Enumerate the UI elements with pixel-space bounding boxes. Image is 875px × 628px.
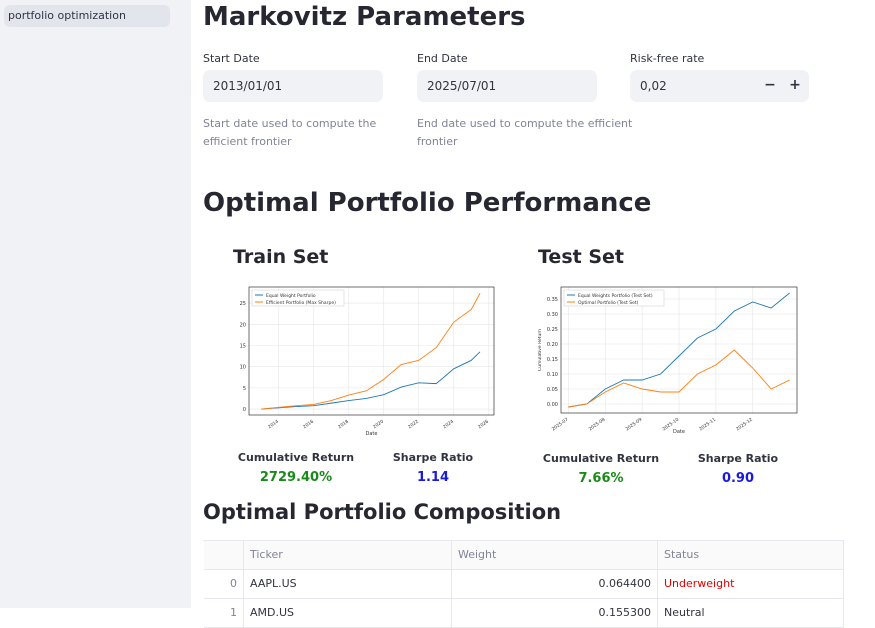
x-tick-label: 2025-08 bbox=[588, 417, 607, 433]
plot-frame bbox=[248, 286, 495, 416]
composition-title: Optimal Portfolio Composition bbox=[203, 500, 562, 524]
x-tick-label: 2025-09 bbox=[624, 417, 643, 433]
train-chart: 0 5 10 15 20 25 2014 2016 2018 2020 2022 2024 2026 Da… bbox=[232, 284, 500, 436]
start-date-help-line2: efficient frontier bbox=[203, 135, 292, 148]
legend-entry: Equal Weight Portfolio bbox=[266, 293, 316, 299]
row-index: 0 bbox=[204, 570, 244, 598]
legend bbox=[251, 289, 345, 307]
x-tick-label: 2024 bbox=[442, 419, 455, 431]
series-line-1 bbox=[261, 351, 481, 410]
y-tick-label: 15 bbox=[240, 343, 246, 349]
train-cumulative-return-label: Cumulative Return bbox=[237, 451, 355, 464]
y-tick-label: 0.00 bbox=[547, 402, 558, 408]
test-set-title: Test Set bbox=[538, 246, 624, 268]
legend bbox=[563, 289, 665, 307]
start-date-help-line1: Start date used to compute the bbox=[203, 117, 377, 130]
risk-free-input[interactable]: 0,02 bbox=[630, 70, 809, 102]
series-line-2 bbox=[568, 349, 790, 408]
x-tick-label: 2022 bbox=[407, 419, 420, 431]
parameters-title: Markovitz Parameters bbox=[203, 2, 526, 32]
decrement-button[interactable]: − bbox=[764, 77, 776, 93]
sidebar-item-portfolio-optimization[interactable]: portfolio optimization bbox=[4, 5, 170, 27]
ticker-cell[interactable]: AAPL.US bbox=[244, 570, 452, 598]
series-line-1 bbox=[568, 292, 790, 408]
x-tick-label: 2026 bbox=[477, 419, 490, 431]
x-tick-label: 2025-12 bbox=[735, 417, 754, 433]
sidebar: portfolio optimization bbox=[0, 0, 191, 608]
legend-entry: Efficient Portfolio (Max Sharpe) bbox=[266, 300, 336, 306]
test-sharpe-label: Sharpe Ratio bbox=[697, 452, 779, 465]
y-tick-label: 0.05 bbox=[547, 387, 558, 393]
y-tick-label: 5 bbox=[243, 386, 246, 392]
table-row[interactable]: 0 AAPL.US 0.064400 Underweight bbox=[204, 570, 844, 599]
x-axis-label: Date bbox=[366, 431, 378, 436]
y-tick-label: 0.20 bbox=[547, 342, 558, 348]
legend-entry: Equal Weights Portfolio (Test Set) bbox=[578, 293, 653, 299]
y-tick-label: 10 bbox=[240, 365, 246, 371]
x-tick-label: 2016 bbox=[302, 419, 315, 431]
x-tick-label: 2025-07 bbox=[551, 417, 570, 433]
status-cell[interactable]: Neutral bbox=[658, 599, 844, 627]
y-tick-label: 0.30 bbox=[547, 312, 558, 318]
series-line-2 bbox=[261, 293, 481, 410]
y-tick-label: 25 bbox=[240, 301, 246, 307]
test-cumulative-return-value: 7.66% bbox=[578, 471, 624, 486]
train-cumulative-return-value: 2729.40% bbox=[259, 470, 333, 485]
y-tick-label: 0.15 bbox=[547, 357, 558, 363]
start-date-label: Start Date bbox=[203, 52, 260, 65]
train-set-title: Train Set bbox=[233, 246, 329, 268]
x-tick-label: 2025-11 bbox=[698, 417, 717, 433]
end-date-help: End date used to compute the efficient f… bbox=[417, 115, 632, 151]
x-tick-label: 2014 bbox=[267, 419, 280, 431]
composition-table[interactable]: Ticker Weight Status 0 AAPL.US 0.064400 … bbox=[203, 540, 844, 628]
end-date-label: End Date bbox=[417, 52, 468, 65]
weight-cell[interactable]: 0.155300 bbox=[452, 599, 658, 627]
row-index: 1 bbox=[204, 599, 244, 627]
plot-frame bbox=[560, 286, 798, 414]
risk-free-label: Risk-free rate bbox=[630, 52, 705, 65]
x-tick-label: 2020 bbox=[372, 419, 385, 431]
start-date-help: Start date used to compute the efficient… bbox=[203, 115, 376, 151]
end-date-help-line2: frontier bbox=[417, 135, 458, 148]
end-date-help-line1: End date used to compute the efficient bbox=[417, 117, 633, 130]
status-header[interactable]: Status bbox=[658, 541, 844, 569]
status-cell[interactable]: Underweight bbox=[658, 570, 844, 598]
x-axis-label: Date bbox=[673, 429, 685, 435]
test-chart: 0.00 0.05 0.10 0.15 0.20 0.25 0.30 0.35 2025-07 2… bbox=[538, 284, 800, 436]
table-row[interactable]: 1 AMD.US 0.155300 Neutral bbox=[204, 599, 844, 628]
test-cumulative-return-label: Cumulative Return bbox=[542, 452, 660, 465]
performance-title: Optimal Portfolio Performance bbox=[203, 188, 652, 218]
index-header bbox=[204, 541, 244, 569]
table-header-row: Ticker Weight Status bbox=[204, 541, 844, 570]
weight-header[interactable]: Weight bbox=[452, 541, 658, 569]
train-sharpe-value: 1.14 bbox=[416, 470, 450, 485]
end-date-input[interactable]: 2025/07/01 bbox=[417, 70, 597, 102]
ticker-header[interactable]: Ticker bbox=[244, 541, 452, 569]
start-date-input[interactable]: 2013/01/01 bbox=[203, 70, 383, 102]
increment-button[interactable]: + bbox=[789, 77, 801, 93]
y-axis-label: Cumulative Return bbox=[538, 329, 543, 371]
y-tick-label: 0.10 bbox=[547, 372, 558, 378]
weight-cell[interactable]: 0.064400 bbox=[452, 570, 658, 598]
y-tick-label: 0.25 bbox=[547, 327, 558, 333]
y-tick-label: 0 bbox=[243, 407, 246, 413]
legend-entry: Optimal Portfolio (Test Set) bbox=[578, 300, 639, 306]
train-sharpe-label: Sharpe Ratio bbox=[392, 451, 474, 464]
ticker-cell[interactable]: AMD.US bbox=[244, 599, 452, 627]
y-tick-label: 0.35 bbox=[547, 297, 558, 303]
x-tick-label: 2018 bbox=[337, 419, 350, 431]
test-sharpe-value: 0.90 bbox=[721, 471, 755, 486]
y-tick-label: 20 bbox=[240, 322, 246, 328]
